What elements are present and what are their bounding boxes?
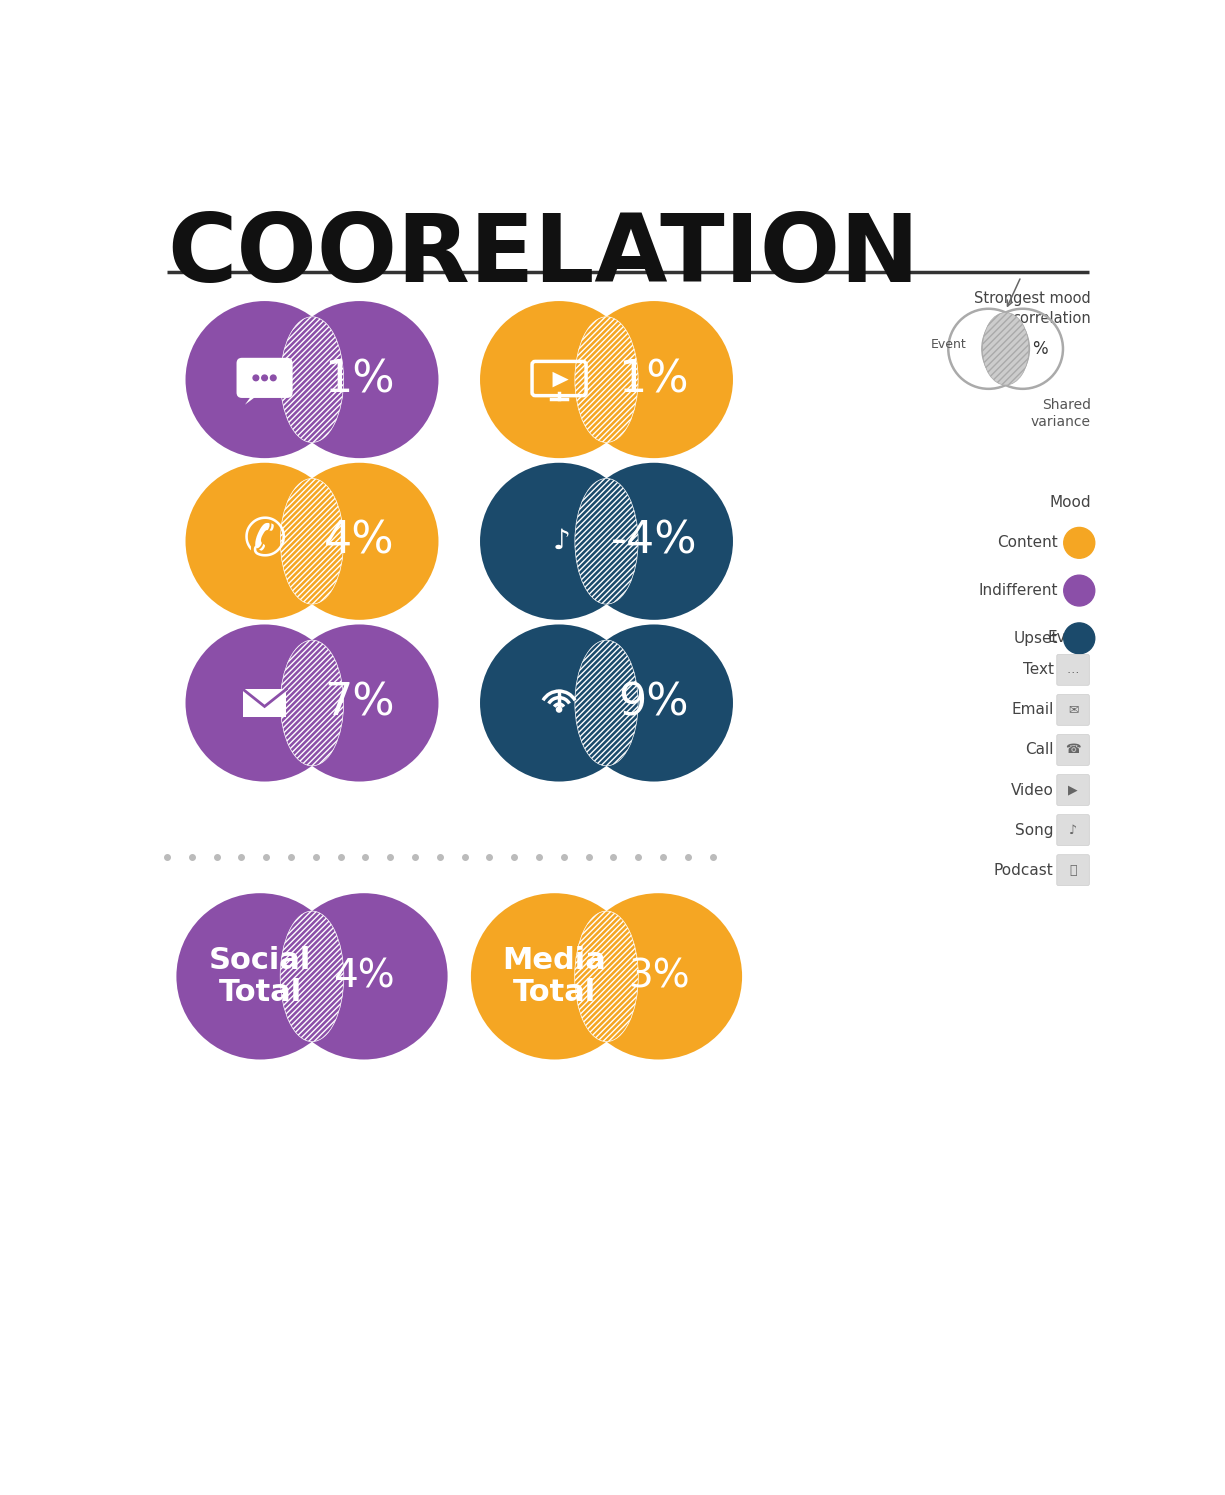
Text: COORELATION: COORELATION — [167, 211, 919, 302]
Polygon shape — [245, 393, 261, 405]
Text: Event: Event — [1047, 629, 1091, 644]
Text: Email: Email — [1012, 703, 1054, 718]
Text: …: … — [1067, 664, 1079, 676]
Circle shape — [575, 300, 733, 457]
Text: Event: Event — [931, 338, 967, 351]
Text: Indifferent: Indifferent — [979, 583, 1058, 598]
Text: Text: Text — [1023, 662, 1054, 677]
Circle shape — [271, 375, 276, 381]
Text: Upset: Upset — [1014, 631, 1058, 646]
Ellipse shape — [281, 317, 344, 443]
Circle shape — [480, 625, 638, 782]
Text: Podcast: Podcast — [993, 863, 1054, 878]
FancyBboxPatch shape — [1057, 774, 1089, 806]
Polygon shape — [552, 372, 568, 387]
Ellipse shape — [281, 640, 344, 765]
Text: Mood: Mood — [1050, 495, 1091, 510]
Text: -4%: -4% — [610, 520, 697, 562]
Text: 3%: 3% — [627, 957, 690, 996]
Circle shape — [281, 625, 439, 782]
Circle shape — [185, 463, 344, 620]
Circle shape — [1063, 528, 1095, 558]
Text: 7%: 7% — [325, 682, 394, 725]
Circle shape — [176, 893, 344, 1060]
Circle shape — [1063, 623, 1095, 653]
Circle shape — [281, 300, 439, 457]
Circle shape — [480, 463, 638, 620]
FancyBboxPatch shape — [1057, 855, 1089, 885]
Text: ⦿: ⦿ — [1069, 864, 1077, 876]
Text: 4%: 4% — [325, 520, 394, 562]
FancyBboxPatch shape — [236, 357, 293, 398]
Text: Video: Video — [1011, 782, 1054, 797]
Text: Strongest mood
correlation: Strongest mood correlation — [974, 292, 1091, 326]
Text: Song: Song — [1016, 822, 1054, 837]
Ellipse shape — [982, 312, 1029, 386]
Text: 4%: 4% — [333, 957, 394, 996]
Text: 1%: 1% — [619, 359, 690, 401]
FancyBboxPatch shape — [1057, 734, 1089, 765]
Circle shape — [281, 893, 447, 1060]
Circle shape — [575, 463, 733, 620]
Circle shape — [575, 625, 733, 782]
Circle shape — [556, 707, 562, 712]
Ellipse shape — [575, 910, 638, 1042]
Text: Call: Call — [1025, 743, 1054, 758]
Circle shape — [185, 625, 344, 782]
Text: ▶: ▶ — [1068, 783, 1078, 797]
Ellipse shape — [575, 317, 638, 443]
Text: ✉: ✉ — [1068, 704, 1078, 716]
FancyBboxPatch shape — [1057, 655, 1089, 685]
Text: ♪: ♪ — [1069, 824, 1077, 837]
FancyBboxPatch shape — [243, 689, 287, 716]
Circle shape — [470, 893, 638, 1060]
Text: 9%: 9% — [619, 682, 690, 725]
Circle shape — [480, 300, 638, 457]
Text: %: % — [1031, 339, 1047, 357]
Circle shape — [262, 375, 267, 381]
Circle shape — [185, 300, 344, 457]
Text: Social
Total: Social Total — [209, 946, 311, 1008]
FancyBboxPatch shape — [1057, 695, 1089, 725]
Text: Shared
variance: Shared variance — [1031, 398, 1091, 429]
Ellipse shape — [281, 910, 344, 1042]
Text: Media
Total: Media Total — [502, 946, 606, 1008]
Circle shape — [575, 893, 742, 1060]
Text: 1%: 1% — [325, 359, 394, 401]
Ellipse shape — [575, 640, 638, 765]
Text: ✆: ✆ — [243, 516, 287, 567]
Circle shape — [254, 375, 258, 381]
Circle shape — [1063, 576, 1095, 605]
Circle shape — [281, 463, 439, 620]
Ellipse shape — [281, 478, 344, 604]
FancyBboxPatch shape — [1057, 815, 1089, 846]
Text: ♪: ♪ — [552, 528, 570, 555]
Text: ☎: ☎ — [1066, 743, 1080, 756]
Ellipse shape — [575, 478, 638, 604]
Text: Content: Content — [997, 535, 1058, 550]
